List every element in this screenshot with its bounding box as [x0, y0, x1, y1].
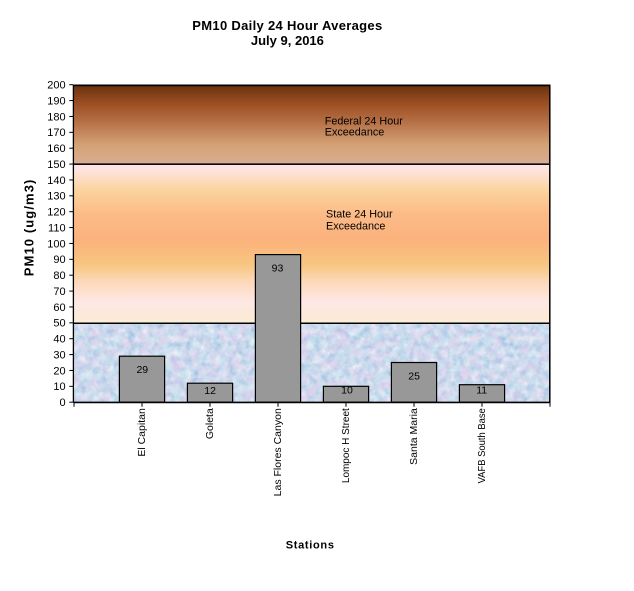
- svg-text:30: 30: [53, 349, 65, 361]
- svg-text:190: 190: [47, 95, 65, 107]
- svg-text:0: 0: [59, 397, 65, 409]
- svg-text:160: 160: [47, 143, 65, 155]
- svg-text:12: 12: [204, 385, 216, 397]
- svg-text:130: 130: [47, 191, 65, 203]
- svg-text:Lompoc H Street: Lompoc H Street: [340, 408, 352, 483]
- svg-text:40: 40: [53, 334, 65, 346]
- svg-text:200: 200: [47, 80, 65, 92]
- svg-text:20: 20: [53, 365, 65, 377]
- svg-text:PM10 Daily 24 Hour Averages: PM10 Daily 24 Hour Averages: [192, 18, 382, 33]
- svg-text:10: 10: [53, 381, 65, 393]
- svg-text:120: 120: [47, 207, 65, 219]
- svg-text:140: 140: [47, 175, 65, 187]
- svg-text:State 24 Hour: State 24 Hour: [326, 209, 393, 221]
- svg-text:11: 11: [476, 385, 487, 397]
- svg-text:90: 90: [53, 254, 65, 266]
- svg-text:Las Flores Canyon: Las Flores Canyon: [272, 408, 284, 496]
- svg-text:Federal 24 Hour: Federal 24 Hour: [325, 115, 403, 127]
- svg-text:Santa Maria: Santa Maria: [408, 408, 420, 465]
- svg-text:70: 70: [53, 286, 65, 298]
- svg-text:150: 150: [47, 159, 65, 171]
- svg-text:Exceedance: Exceedance: [326, 220, 385, 232]
- svg-text:80: 80: [53, 270, 65, 282]
- svg-text:Goleta: Goleta: [204, 408, 216, 439]
- svg-text:60: 60: [53, 302, 65, 314]
- svg-text:Exceedance: Exceedance: [325, 127, 384, 139]
- svg-text:93: 93: [272, 263, 284, 275]
- svg-text:180: 180: [47, 111, 65, 123]
- svg-text:100: 100: [47, 238, 65, 250]
- svg-text:PM10 (ug/m3): PM10 (ug/m3): [21, 179, 36, 277]
- svg-text:110: 110: [48, 222, 66, 234]
- svg-text:El Capitan: El Capitan: [136, 408, 148, 457]
- svg-text:VAFB South Base: VAFB South Base: [476, 408, 488, 483]
- svg-text:Stations: Stations: [286, 539, 335, 551]
- svg-text:29: 29: [136, 364, 148, 376]
- svg-text:50: 50: [53, 318, 65, 330]
- svg-text:170: 170: [47, 127, 65, 139]
- svg-text:10: 10: [341, 385, 353, 397]
- svg-text:25: 25: [408, 371, 420, 383]
- svg-text:July 9, 2016: July 9, 2016: [251, 33, 324, 48]
